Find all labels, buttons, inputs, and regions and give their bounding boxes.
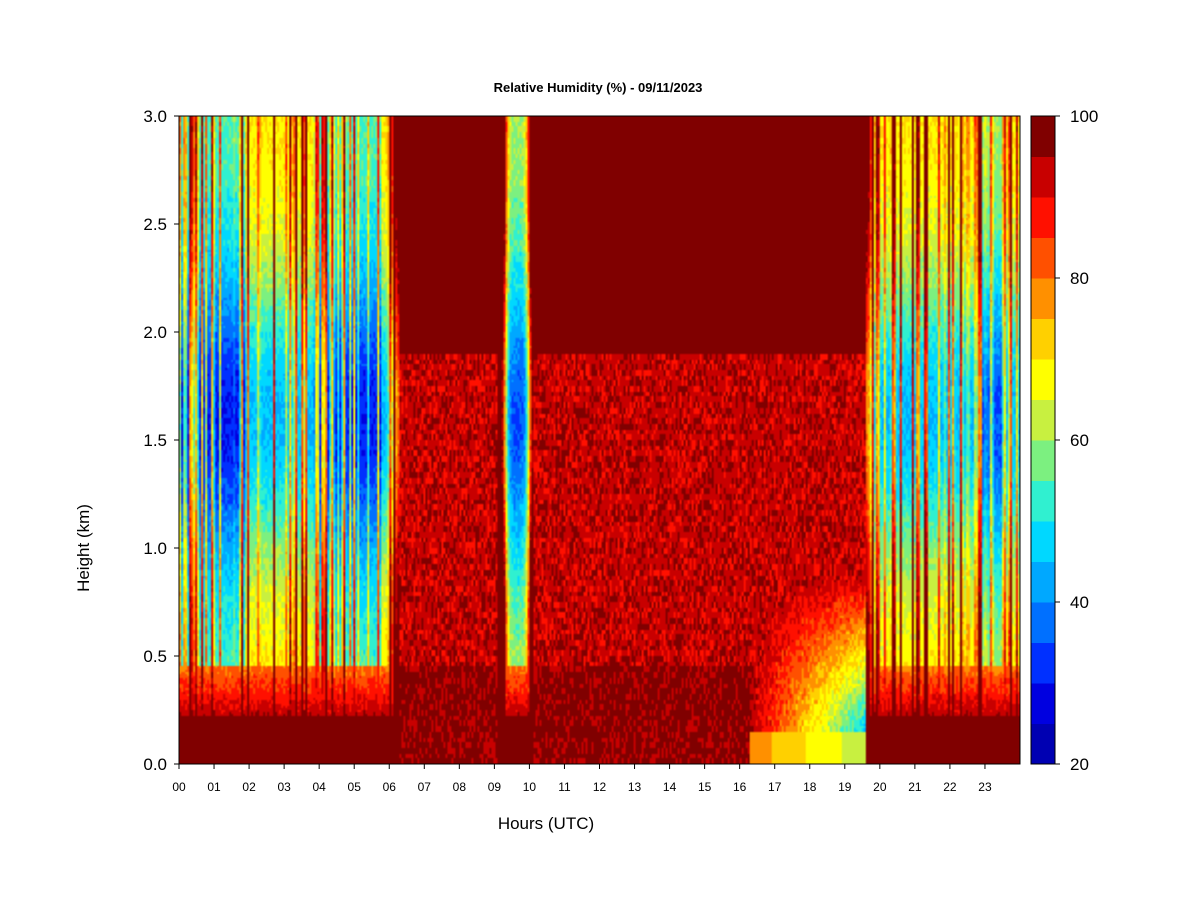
colorbar-swatch xyxy=(1031,480,1055,522)
colorbar-swatch xyxy=(1031,561,1055,603)
y-tick-label: 3.0 xyxy=(143,107,167,126)
colorbar-swatch xyxy=(1031,683,1055,724)
heatmap-field xyxy=(179,116,1020,764)
colorbar-swatch xyxy=(1031,237,1055,279)
colorbar-tick-label: 60 xyxy=(1070,431,1089,450)
colorbar-tick-label: 20 xyxy=(1070,755,1089,774)
x-tick-label: 15 xyxy=(698,780,712,794)
colorbar-swatch xyxy=(1031,723,1055,765)
colorbar-swatch xyxy=(1031,116,1055,157)
x-tick-label: 04 xyxy=(312,780,326,794)
x-tick-label: 07 xyxy=(418,780,432,794)
x-tick-label: 08 xyxy=(453,780,467,794)
y-axis: 0.0 0.5 1.0 1.5 2.0 2.5 3.0 xyxy=(143,107,179,774)
y-axis-label: Height (km) xyxy=(74,504,93,592)
x-tick-label: 02 xyxy=(242,780,256,794)
x-tick-label: 03 xyxy=(277,780,291,794)
x-tick-label: 18 xyxy=(803,780,817,794)
x-axis-label: Hours (UTC) xyxy=(498,814,594,833)
x-tick-label: 10 xyxy=(523,780,537,794)
colorbar-swatch xyxy=(1031,440,1055,481)
colorbar-swatch xyxy=(1031,399,1055,441)
heatmap-plot xyxy=(178,115,1021,765)
y-tick-label: 1.0 xyxy=(143,539,167,558)
x-tick-label: 09 xyxy=(488,780,502,794)
colorbar-tick-label: 100 xyxy=(1070,107,1098,126)
y-tick-label: 0.5 xyxy=(143,647,167,666)
x-tick-label: 16 xyxy=(733,780,747,794)
x-tick-label: 17 xyxy=(768,780,782,794)
colorbar-swatch xyxy=(1031,521,1055,562)
x-tick-label: 00 xyxy=(172,780,186,794)
x-tick-label: 13 xyxy=(628,780,642,794)
x-tick-label: 01 xyxy=(207,780,221,794)
colorbar-swatch xyxy=(1031,278,1055,319)
colorbar-swatch xyxy=(1031,642,1055,684)
x-tick-label: 23 xyxy=(978,780,992,794)
x-tick-label: 14 xyxy=(663,780,677,794)
x-tick-label: 05 xyxy=(348,780,362,794)
x-axis: 00 01 02 03 04 05 06 07 08 09 10 11 12 13 14 15 16 17 18 19… xyxy=(172,764,992,794)
colorbar: 20 40 60 80 100 xyxy=(1030,107,1098,774)
colorbar-swatch xyxy=(1031,602,1055,643)
x-tick-label: 21 xyxy=(908,780,922,794)
colorbar-tick-label: 80 xyxy=(1070,269,1089,288)
colorbar-tick-label: 40 xyxy=(1070,593,1089,612)
colorbar-swatch xyxy=(1031,318,1055,360)
y-tick-label: 0.0 xyxy=(143,755,167,774)
y-tick-label: 1.5 xyxy=(143,431,167,450)
y-tick-label: 2.0 xyxy=(143,323,167,342)
x-tick-label: 06 xyxy=(383,780,397,794)
colorbar-swatch xyxy=(1031,359,1055,400)
x-tick-label: 20 xyxy=(873,780,887,794)
x-tick-label: 11 xyxy=(558,780,571,794)
y-tick-label: 2.5 xyxy=(143,215,167,234)
colorbar-swatch xyxy=(1031,197,1055,238)
x-tick-label: 22 xyxy=(943,780,957,794)
chart-title: Relative Humidity (%) - 09/11/2023 xyxy=(494,80,703,95)
x-tick-label: 12 xyxy=(593,780,607,794)
x-tick-label: 19 xyxy=(838,780,852,794)
colorbar-swatch xyxy=(1031,156,1055,198)
